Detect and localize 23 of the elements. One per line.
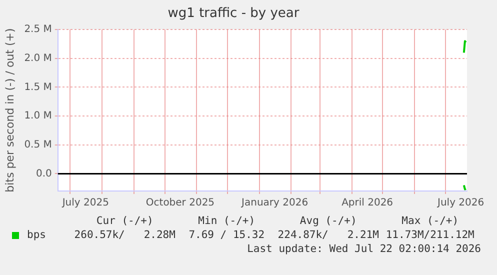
x-tick-label: January 2026 bbox=[240, 198, 308, 209]
text: 11.73M/211.12M bbox=[386, 229, 474, 241]
y-tick-label: 2.0 M bbox=[24, 53, 52, 64]
y-tick-label: 0.5 M bbox=[24, 139, 52, 150]
text: Last update: Wed Jul 22 02:00:14 2026 bbox=[247, 243, 481, 255]
text: Cur (-/+) bbox=[96, 215, 154, 227]
text: 224.87k/ 2.21M bbox=[278, 229, 379, 241]
x-tick-label: July 2026 bbox=[436, 198, 484, 209]
text: 260.57k/ 2.28M bbox=[74, 229, 176, 241]
y-tick-label: 1.5 M bbox=[24, 82, 52, 93]
x-tick-label: October 2025 bbox=[146, 198, 215, 209]
chart-title: wg1 traffic - by year bbox=[168, 6, 300, 22]
text: Avg (-/+) bbox=[300, 215, 357, 227]
text: Min (-/+) bbox=[198, 215, 256, 227]
y-axis-title: bits per second in (-) / out (+) bbox=[3, 28, 16, 192]
y-tick-label: 0.0 bbox=[36, 168, 52, 180]
y-tick-label: 2.5 M bbox=[24, 24, 52, 36]
x-tick-label: April 2026 bbox=[342, 198, 394, 209]
y-tick-label: 1.0 M bbox=[24, 110, 52, 122]
legend-label: bps bbox=[27, 229, 46, 241]
x-tick-label: July 2025 bbox=[61, 198, 109, 209]
text: 7.69 / 15.32 bbox=[188, 229, 265, 241]
text: Max (-/+) bbox=[402, 215, 459, 227]
